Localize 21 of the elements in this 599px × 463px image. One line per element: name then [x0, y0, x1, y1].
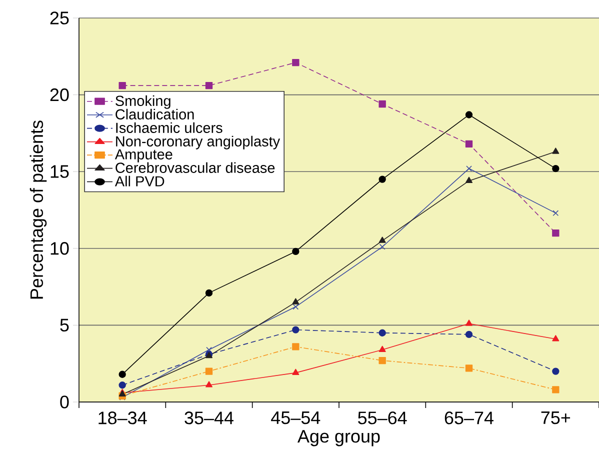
legend-label: Ischaemic ulcers: [116, 122, 222, 133]
x-tick-label: 35–44: [184, 412, 234, 424]
legend-label: Smoking: [116, 95, 170, 109]
legend-label: Claudication: [116, 108, 194, 120]
x-axis-title: Age group: [297, 430, 380, 446]
x-tick-label: 18–34: [98, 412, 147, 424]
y-tick-label: 25: [50, 12, 69, 24]
y-tick-label: 0: [60, 396, 69, 408]
legend-label: Non-coronary angioplasty: [116, 136, 280, 150]
y-tick-label: 5: [60, 318, 69, 332]
legend-label: Cerebrovascular disease: [116, 162, 275, 173]
y-tick-label: 10: [50, 242, 69, 255]
x-tick-label: 65–74: [444, 412, 494, 424]
x-tick-label: 55–64: [358, 412, 407, 424]
legend-label: Amputee: [114, 149, 172, 162]
y-axis-title: Percentage of patients: [30, 120, 47, 299]
legend-label: All PVD: [114, 176, 164, 186]
x-tick-label: 45–54: [271, 412, 320, 424]
x-tick-label: 75+: [541, 412, 570, 424]
y-tick-label: 20: [50, 88, 69, 102]
y-tick-label: 15: [50, 165, 69, 178]
